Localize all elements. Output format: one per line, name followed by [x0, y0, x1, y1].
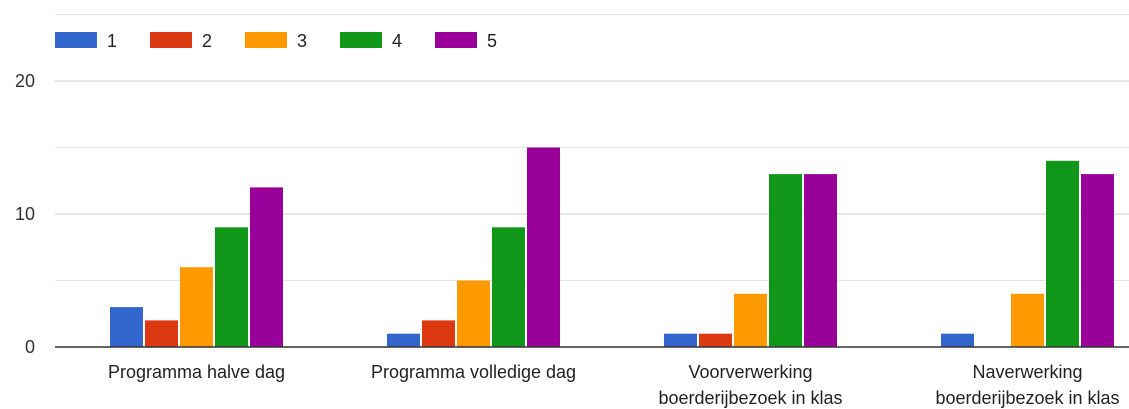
legend-item-3[interactable]: 3 [245, 31, 307, 51]
x-category-label: boerderijbezoek in klas [935, 388, 1119, 408]
bar-series-4[interactable] [492, 227, 525, 347]
y-axis: 0 10 20 [15, 71, 35, 357]
bar-series-1[interactable] [664, 333, 697, 347]
y-tick-label: 20 [15, 71, 35, 91]
bar-series-2[interactable] [145, 320, 178, 347]
legend: 1 2 3 4 5 [55, 31, 497, 51]
x-category-label: boerderijbezoek in klas [658, 388, 842, 408]
legend-swatch [340, 32, 382, 48]
x-category-label: Programma halve dag [108, 362, 285, 382]
bar-series-1[interactable] [387, 333, 420, 347]
y-tick-label: 10 [15, 204, 35, 224]
gridlines [55, 14, 1129, 281]
bar-series-2[interactable] [699, 333, 732, 347]
legend-item-5[interactable]: 5 [435, 31, 497, 51]
legend-swatch [150, 32, 192, 48]
bars [110, 147, 1114, 348]
bar-series-2[interactable] [422, 320, 455, 347]
legend-item-1[interactable]: 1 [55, 31, 117, 51]
y-tick-label: 0 [25, 337, 35, 357]
bar-series-3[interactable] [1011, 293, 1044, 347]
bar-series-5[interactable] [1081, 174, 1114, 347]
bar-series-4[interactable] [1046, 160, 1079, 347]
bar-series-5[interactable] [527, 147, 560, 348]
bar-series-3[interactable] [734, 293, 767, 347]
x-category-label: Programma volledige dag [371, 362, 576, 382]
legend-label: 2 [202, 31, 212, 51]
bar-series-5[interactable] [804, 174, 837, 347]
x-category-label: Voorverwerking [688, 362, 812, 382]
x-category-label: Naverwerking [972, 362, 1082, 382]
legend-swatch [245, 32, 287, 48]
bar-series-5[interactable] [250, 187, 283, 347]
legend-swatch [435, 32, 477, 48]
bar-series-4[interactable] [215, 227, 248, 347]
bar-series-1[interactable] [941, 333, 974, 347]
bar-series-3[interactable] [180, 267, 213, 347]
legend-label: 3 [297, 31, 307, 51]
legend-item-4[interactable]: 4 [340, 31, 402, 51]
x-axis: Programma halve dag Programma volledige d… [55, 346, 1129, 408]
legend-item-2[interactable]: 2 [150, 31, 212, 51]
bar-series-1[interactable] [110, 307, 143, 347]
legend-label: 1 [107, 31, 117, 51]
legend-label: 4 [392, 31, 402, 51]
legend-label: 5 [487, 31, 497, 51]
legend-swatch [55, 32, 97, 48]
bar-series-4[interactable] [769, 174, 802, 347]
bar-series-3[interactable] [457, 280, 490, 348]
